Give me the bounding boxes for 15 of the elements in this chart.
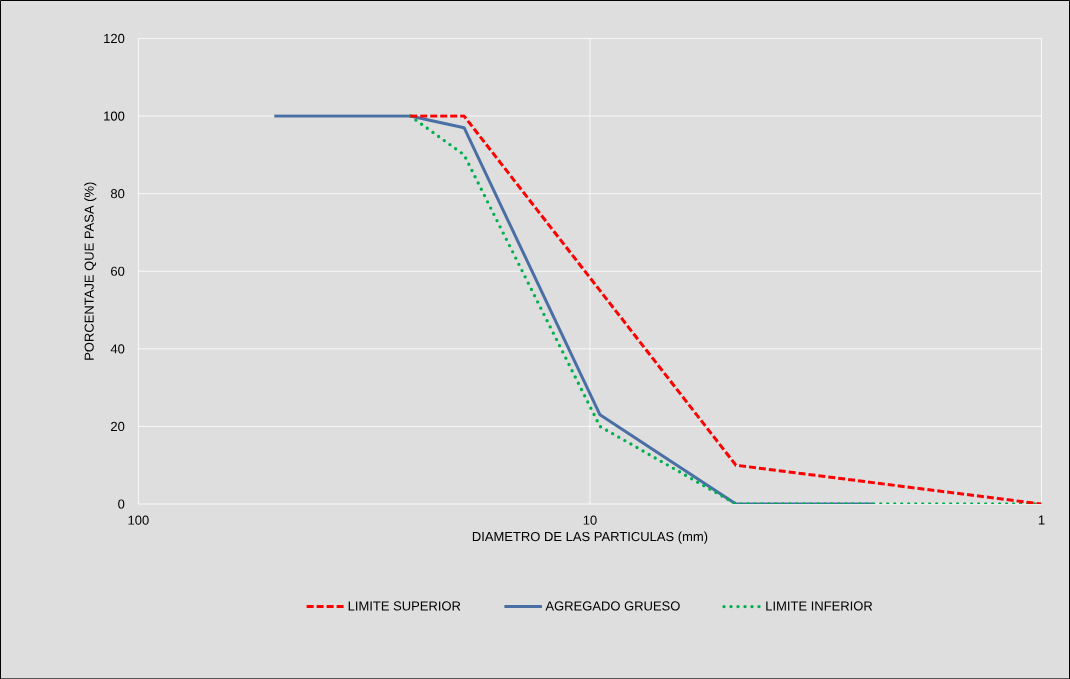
- y-tick-label: 80: [110, 188, 125, 199]
- y-axis-title: PORCENTAJE QUE PASA (%): [84, 182, 97, 360]
- x-tick-label: 1: [1038, 515, 1045, 525]
- x-tick-label: 100: [128, 515, 149, 525]
- y-tick-label: 0: [118, 499, 125, 509]
- y-tick-label: 40: [110, 344, 125, 354]
- y-tick-label: 120: [104, 33, 125, 43]
- legend-label: AGREGADO GRUESO: [545, 601, 680, 611]
- legend-label: LIMITE SUPERIOR: [348, 601, 461, 611]
- y-tick-label: 60: [111, 266, 125, 276]
- x-tick-label: 10: [583, 515, 597, 525]
- x-axis-title: DIAMETRO DE LAS PARTICULAS (mm): [472, 531, 708, 544]
- y-tick-label: 100: [104, 111, 125, 121]
- legend-label: LIMITE INFERIOR: [766, 601, 873, 611]
- y-tick-label: 20: [111, 421, 125, 431]
